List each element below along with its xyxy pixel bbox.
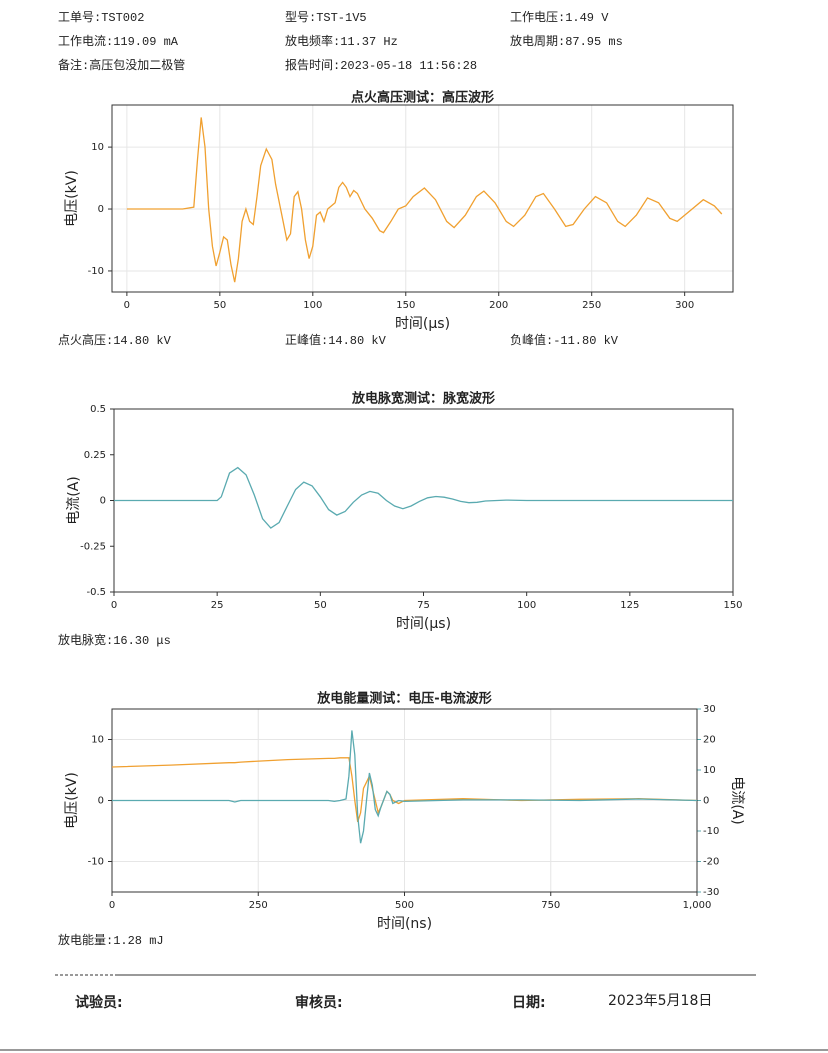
y-tick-label: -10 xyxy=(88,266,104,277)
result-field: 正峰值:14.80 kV xyxy=(285,332,387,348)
y2-tick-label: 30 xyxy=(703,704,716,715)
y-tick-label: 0 xyxy=(100,496,106,507)
x-tick-label: 0 xyxy=(111,600,117,611)
x-tick-label: 150 xyxy=(396,300,415,311)
y-axis-label: 电流(A) xyxy=(66,476,82,525)
header-field: 型号:TST-1V5 xyxy=(285,10,367,25)
x-axis-label: 时间(ns) xyxy=(377,916,432,932)
y-tick-label: 0 xyxy=(98,204,104,215)
x-tick-label: 250 xyxy=(582,300,601,311)
x-tick-label: 125 xyxy=(620,600,639,611)
y2-tick-label: -10 xyxy=(703,826,719,837)
x-tick-label: 150 xyxy=(723,600,742,611)
y2-tick-label: 10 xyxy=(703,765,716,776)
x-tick-label: 1,000 xyxy=(683,900,712,911)
result-field: 点火高压:14.80 kV xyxy=(58,332,172,348)
header: 工单号:TST002 型号:TST-1V5 工作电压:1.49 V 工作电流:1… xyxy=(58,10,623,948)
chart-title: 放电能量测试：电压-电流波形 xyxy=(316,691,491,707)
footer: 试验员: 审核员: 日期: 2023年5月18日 xyxy=(75,993,712,1011)
header-field: 工单号:TST002 xyxy=(58,10,144,25)
series-line xyxy=(114,466,733,529)
x-tick-label: 750 xyxy=(541,900,560,911)
header-field: 报告时间:2023-05-18 11:56:28 xyxy=(285,57,477,73)
y2-tick-label: 20 xyxy=(703,735,716,746)
y-tick-label: -0.25 xyxy=(80,541,106,552)
series-line xyxy=(126,117,723,283)
y-tick-label: 10 xyxy=(91,142,104,153)
y-tick-label: 10 xyxy=(91,735,104,746)
header-field: 放电频率:11.37 Hz xyxy=(285,33,398,49)
y2-tick-label: 0 xyxy=(703,796,709,807)
x-tick-label: 100 xyxy=(517,600,536,611)
x-tick-label: 100 xyxy=(303,300,322,311)
y-axis-label: 电压(kV) xyxy=(64,772,80,829)
y2-tick-label: -20 xyxy=(703,857,719,868)
footer-label: 日期: xyxy=(512,995,546,1011)
x-tick-label: 50 xyxy=(213,300,226,311)
x-tick-label: 50 xyxy=(314,600,327,611)
y2-tick-label: -30 xyxy=(703,887,719,898)
y2-axis-label: 电流(A) xyxy=(729,776,745,825)
header-field: 工作电压:1.49 V xyxy=(510,10,609,25)
header-field: 备注:高压包没加二极管 xyxy=(58,57,185,73)
result-field: 放电脉宽:16.30 μs xyxy=(58,632,171,648)
result-field: 放电能量:1.28 mJ xyxy=(58,932,164,948)
y-tick-label: 0 xyxy=(98,796,104,807)
series-line xyxy=(112,730,698,844)
x-tick-label: 75 xyxy=(417,600,430,611)
x-tick-label: 0 xyxy=(109,900,115,911)
footer-label: 审核员: xyxy=(295,994,343,1011)
result-field: 负峰值:-11.80 kV xyxy=(510,332,619,348)
y-axis-label: 电压(kV) xyxy=(64,170,80,227)
x-tick-label: 250 xyxy=(249,900,268,911)
chart-title: 放电脉宽测试：脉宽波形 xyxy=(351,391,495,407)
plot-frame xyxy=(111,104,734,293)
x-tick-label: 500 xyxy=(395,900,414,911)
chart-title: 点火高压测试：高压波形 xyxy=(351,90,494,106)
y-tick-label: 0.5 xyxy=(90,404,106,415)
header-field: 放电周期:87.95 ms xyxy=(510,33,623,49)
header-field: 工作电流:119.09 mA xyxy=(58,34,179,49)
x-tick-label: 200 xyxy=(489,300,508,311)
x-axis-label: 时间(μs) xyxy=(396,616,451,632)
x-axis-label: 时间(μs) xyxy=(395,316,450,332)
x-tick-label: 0 xyxy=(124,300,130,311)
y-tick-label: 0.25 xyxy=(84,450,106,461)
y-tick-label: -0.5 xyxy=(86,587,106,598)
x-tick-label: 300 xyxy=(675,300,694,311)
footer-label: 试验员: xyxy=(75,994,123,1011)
y-tick-label: -10 xyxy=(88,857,104,868)
x-tick-label: 25 xyxy=(211,600,224,611)
footer-date: 2023年5月18日 xyxy=(608,993,712,1009)
